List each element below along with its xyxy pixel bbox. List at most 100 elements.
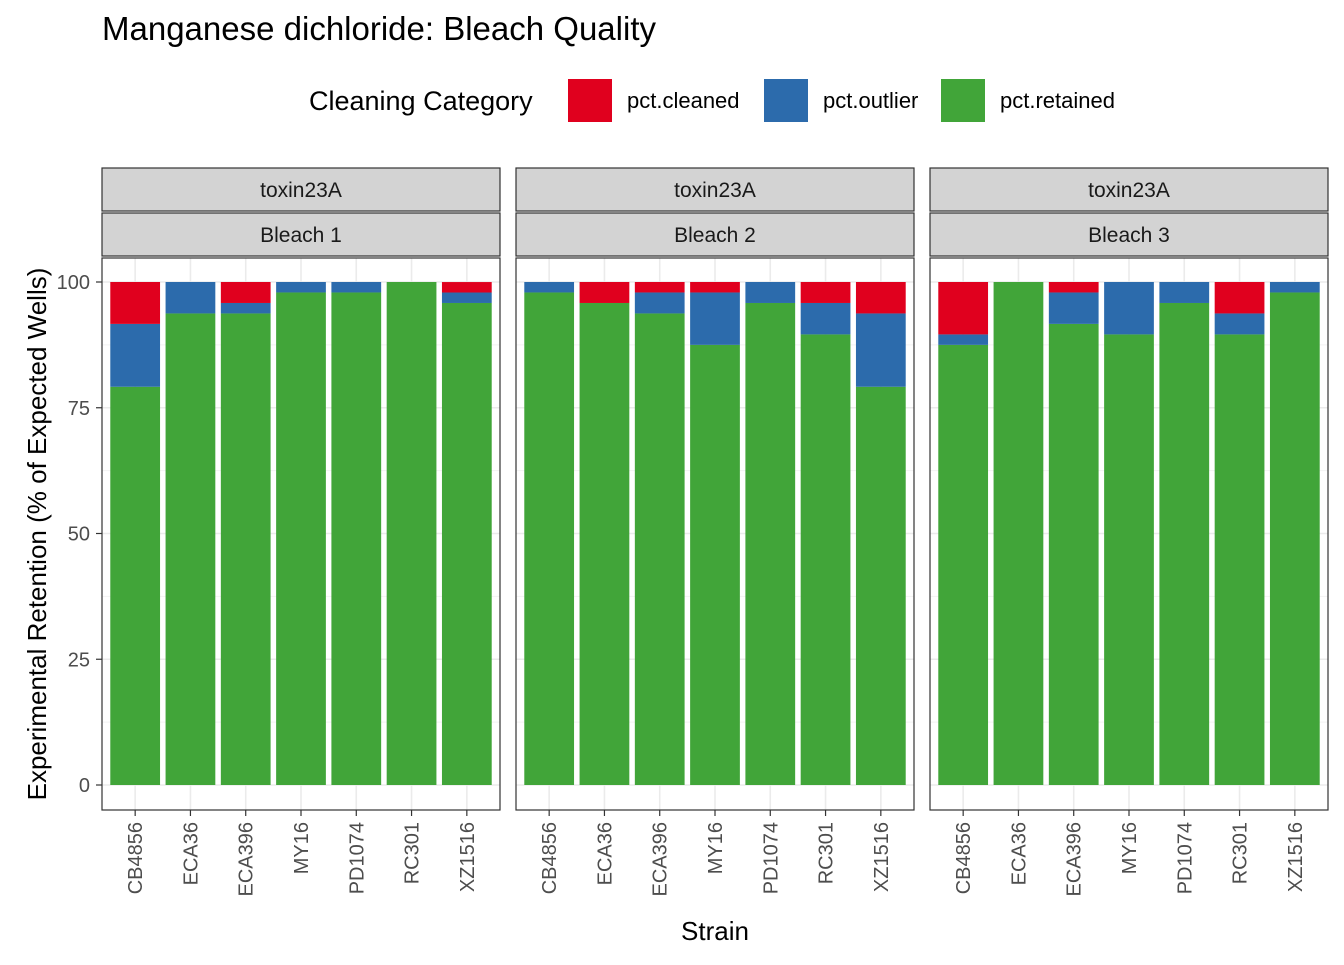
bar-pct-cleaned-XZ1516 — [855, 282, 906, 314]
bar-pct-outlier-XZ1516 — [855, 313, 906, 387]
x-tick-label: ECA396 — [236, 822, 258, 897]
bar-pct-outlier-CB4856 — [524, 282, 575, 293]
bar-pct-retained-XZ1516 — [1269, 292, 1320, 785]
bar-pct-retained-ECA396 — [220, 313, 271, 785]
bar-pct-outlier-MY16 — [276, 282, 326, 293]
x-tick-label: CB4856 — [539, 822, 561, 894]
x-axis-label: Strain — [681, 916, 749, 946]
bar-pct-outlier-RC301 — [800, 302, 851, 335]
x-tick-label: ECA36 — [1008, 822, 1030, 885]
chart-title: Manganese dichloride: Bleach Quality — [102, 10, 656, 47]
x-tick-label: XZ1516 — [457, 822, 479, 892]
panel-border — [515, 257, 915, 811]
bar-pct-retained-ECA396 — [1048, 323, 1099, 785]
strip-top-2 — [515, 167, 915, 212]
x-tick-label: PD1074 — [760, 822, 782, 894]
bar-pct-retained-MY16 — [276, 292, 326, 785]
bar-pct-outlier-PD1074 — [745, 282, 796, 303]
bar-pct-cleaned-RC301 — [800, 282, 851, 303]
bar-pct-cleaned-RC301 — [1214, 282, 1265, 314]
bar-pct-cleaned-ECA36 — [579, 282, 630, 303]
bar-pct-retained-MY16 — [1104, 334, 1154, 785]
bar-pct-cleaned-ECA396 — [1048, 282, 1099, 293]
bar-pct-retained-CB4856 — [524, 292, 575, 785]
x-tick-label: XZ1516 — [1285, 822, 1307, 892]
bar-pct-outlier-CB4856 — [110, 323, 161, 387]
bar-pct-outlier-MY16 — [1104, 282, 1154, 335]
legend-title: Cleaning Category — [309, 86, 533, 116]
bar-pct-outlier-ECA396 — [634, 292, 685, 314]
x-tick-label: XZ1516 — [871, 822, 893, 892]
x-tick-label: ECA396 — [1064, 822, 1086, 897]
bar-pct-outlier-XZ1516 — [441, 292, 492, 303]
y-tick-label: 25 — [68, 649, 90, 671]
x-tick-label: MY16 — [1119, 822, 1141, 874]
bar-pct-retained-CB4856 — [110, 386, 161, 785]
legend-label-pct-outlier: pct.outlier — [823, 88, 918, 113]
x-tick-label: ECA36 — [594, 822, 616, 885]
strip-top-1 — [101, 167, 501, 212]
bar-pct-retained-ECA396 — [634, 313, 685, 785]
bar-pct-cleaned-ECA396 — [634, 282, 685, 293]
bar-pct-retained-XZ1516 — [855, 386, 906, 785]
bar-pct-retained-RC301 — [386, 282, 437, 785]
bar-pct-outlier-XZ1516 — [1269, 282, 1320, 293]
bar-pct-outlier-RC301 — [1214, 313, 1265, 335]
strip-bottom-3 — [929, 212, 1329, 257]
bar-pct-retained-RC301 — [1214, 334, 1265, 785]
y-tick-label: 50 — [68, 524, 90, 546]
x-tick-label: RC301 — [816, 822, 838, 884]
panel-border — [929, 257, 1329, 811]
x-tick-label: CB4856 — [125, 822, 147, 894]
bar-pct-retained-RC301 — [800, 334, 851, 785]
y-tick-label: 0 — [79, 775, 90, 797]
x-tick-label: RC301 — [1230, 822, 1252, 884]
x-tick-label: RC301 — [402, 822, 424, 884]
bar-pct-retained-ECA36 — [579, 302, 630, 785]
bar-pct-outlier-ECA36 — [165, 282, 216, 314]
bar-pct-outlier-MY16 — [690, 292, 740, 345]
bar-pct-cleaned-CB4856 — [938, 282, 989, 335]
bar-pct-cleaned-XZ1516 — [441, 282, 492, 293]
bar-pct-retained-MY16 — [690, 344, 740, 785]
strip-top-label: toxin23A — [1088, 179, 1170, 202]
y-tick-label: 100 — [57, 272, 90, 294]
bar-pct-cleaned-MY16 — [690, 282, 740, 293]
strip-bottom-1 — [101, 212, 501, 257]
legend-swatch-pct-cleaned — [568, 79, 612, 122]
x-tick-label: PD1074 — [1174, 822, 1196, 894]
strip-top-label: toxin23A — [674, 179, 756, 202]
bar-pct-cleaned-CB4856 — [110, 282, 161, 324]
bar-pct-outlier-ECA396 — [220, 302, 271, 314]
bar-pct-retained-ECA36 — [165, 313, 216, 785]
x-tick-label: CB4856 — [953, 822, 975, 894]
bar-pct-retained-CB4856 — [938, 344, 989, 785]
bar-pct-retained-PD1074 — [745, 302, 796, 785]
bar-pct-retained-ECA36 — [993, 282, 1044, 785]
y-axis-label: Experimental Retention (% of Expected We… — [22, 268, 52, 801]
x-tick-label: PD1074 — [346, 822, 368, 894]
x-tick-label: ECA36 — [180, 822, 202, 885]
x-tick-label: ECA396 — [650, 822, 672, 897]
strip-top-label: toxin23A — [260, 179, 342, 202]
strip-top-3 — [929, 167, 1329, 212]
bar-pct-retained-PD1074 — [1159, 302, 1210, 785]
bar-pct-outlier-PD1074 — [331, 282, 382, 293]
legend-label-pct-cleaned: pct.cleaned — [627, 88, 740, 113]
strip-bottom-label: Bleach 1 — [260, 224, 342, 247]
legend-label-pct-retained: pct.retained — [1000, 88, 1115, 113]
legend-swatch-pct-retained — [941, 79, 985, 122]
bar-pct-outlier-ECA396 — [1048, 292, 1099, 324]
bar-pct-retained-XZ1516 — [441, 302, 492, 785]
x-tick-label: MY16 — [705, 822, 727, 874]
x-tick-label: MY16 — [291, 822, 313, 874]
bar-pct-outlier-PD1074 — [1159, 282, 1210, 303]
bar-pct-retained-PD1074 — [331, 292, 382, 785]
legend-swatch-pct-outlier — [764, 79, 808, 122]
strip-bottom-label: Bleach 3 — [1088, 224, 1170, 247]
bar-pct-cleaned-ECA396 — [220, 282, 271, 303]
bar-pct-outlier-CB4856 — [938, 334, 989, 345]
y-tick-label: 75 — [68, 398, 90, 420]
strip-bottom-label: Bleach 2 — [674, 224, 756, 247]
